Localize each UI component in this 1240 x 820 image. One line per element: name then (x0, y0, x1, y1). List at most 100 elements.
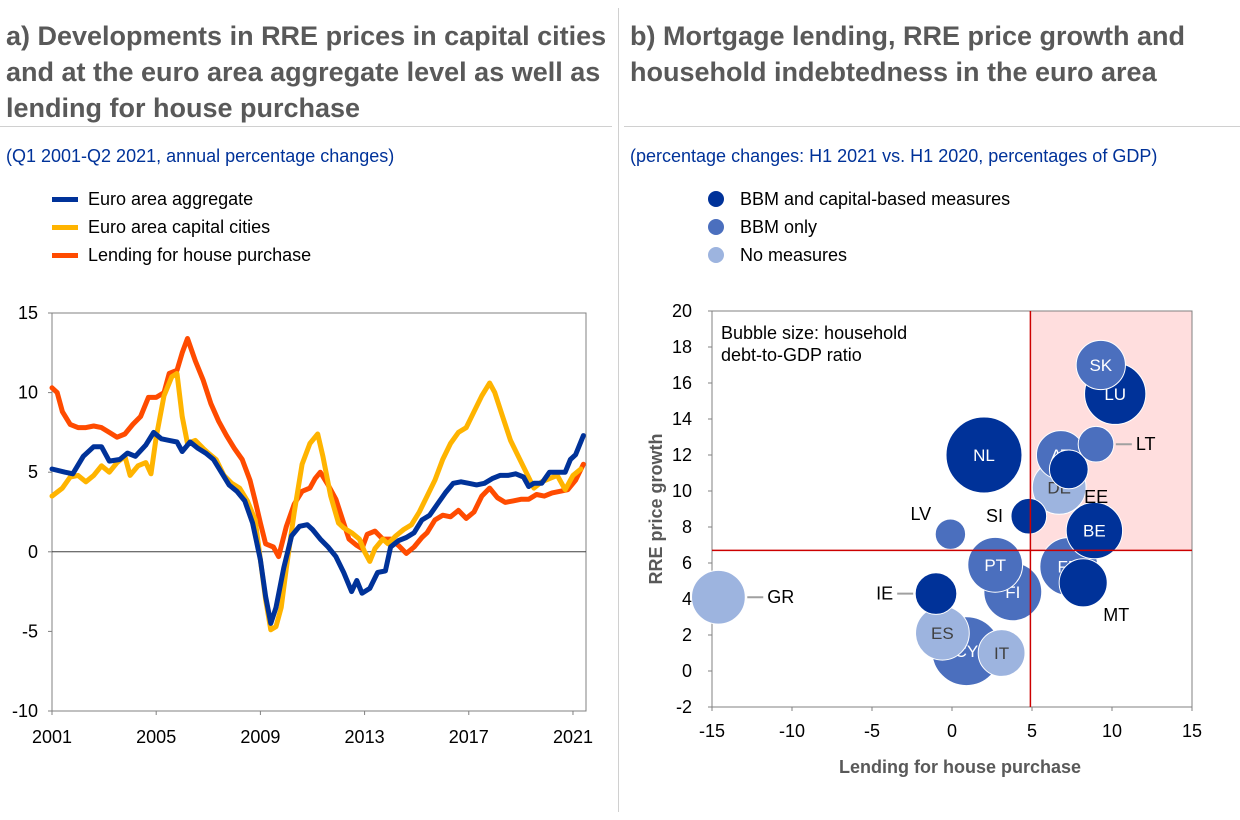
panel-a-legend: Euro area aggregate Euro area capital ci… (52, 188, 472, 278)
panel-a-title: a) Developments in RRE prices in capital… (6, 21, 607, 123)
bubble-lt: LT (1077, 425, 1156, 463)
bubble-label-lt: LT (1136, 434, 1156, 454)
bubble-circle-si (1010, 497, 1048, 535)
panel-b-subtitle: (percentage changes: H1 2021 vs. H1 2020… (630, 146, 1158, 166)
y-tick-label: 15 (18, 303, 38, 323)
x-tick-label: 2017 (449, 727, 489, 747)
x-tick-label: 2001 (32, 727, 72, 747)
x-tick-label: -15 (699, 721, 725, 741)
bubble-circle-ie (914, 572, 958, 615)
legend-label: BBM and capital-based measures (740, 189, 1011, 209)
legend-label: Euro area aggregate (88, 189, 254, 209)
bubble-mt: MT (1058, 558, 1129, 625)
bubble-label-be: BE (1083, 522, 1106, 541)
bubble-lv: LV (911, 504, 967, 550)
y-tick-label: 8 (682, 517, 692, 537)
y-tick-label: 14 (672, 409, 692, 429)
panel-b-legend: BBM and capital-based measures BBM only … (704, 188, 1124, 278)
legend-label: No measures (740, 245, 848, 265)
x-tick-label: 2013 (345, 727, 385, 747)
bubble-circle-it (977, 629, 1026, 677)
legend-dot-bbm-and-capital (708, 191, 724, 207)
bubble-label-lu: LU (1104, 385, 1126, 404)
panel-b-title: b) Mortgage lending, RRE price growth an… (630, 21, 1186, 87)
plot-frame (51, 312, 587, 712)
x-tick-label: 2009 (240, 727, 280, 747)
y-tick-label: -5 (22, 621, 38, 641)
legend-dot-no-measures (708, 247, 724, 263)
legend-swatch-euro-area-aggregate (52, 197, 78, 202)
bubble-label-ie: IE (876, 584, 893, 604)
x-tick-label: 2005 (136, 727, 176, 747)
panel-b-divider (624, 126, 1240, 127)
y-tick-label: 12 (672, 445, 692, 465)
x-tick-label: 2021 (553, 727, 593, 747)
bubble-nl: NL (945, 416, 1023, 494)
series-line-euro-area-capital-cities (49, 371, 584, 633)
bubble-circle-nl (945, 416, 1023, 494)
bubble-ie: IE (876, 572, 958, 615)
bubble-pt: PT (967, 536, 1024, 593)
bubble-label-nl: NL (973, 446, 995, 465)
legend-label: Euro area capital cities (88, 217, 271, 237)
bubble-label-pt: PT (984, 556, 1006, 575)
y-tick-label: 18 (672, 337, 692, 357)
x-tick-label: 15 (1182, 721, 1202, 741)
bubble-circle-mt (1058, 558, 1108, 608)
y-tick-label: -2 (676, 697, 692, 717)
annotation-line-2: debt-to-GDP ratio (721, 345, 862, 365)
y-tick-label: 10 (672, 481, 692, 501)
bubble-si: SI (986, 497, 1048, 535)
bubble-label-ee: EE (1084, 487, 1108, 507)
y-tick-label: 4 (682, 589, 692, 609)
legend-swatch-lending-for-house-purchase (52, 253, 78, 258)
bubble-circle-be (1065, 501, 1124, 560)
series-line-euro-area-aggregate (49, 429, 586, 626)
x-tick-label: 0 (947, 721, 957, 741)
x-tick-label: -10 (779, 721, 805, 741)
x-tick-label: 10 (1102, 721, 1122, 741)
y-tick-label: 20 (672, 301, 692, 321)
legend-label: Lending for house purchase (88, 245, 312, 265)
line-chart: 15 10 5 0 -5 -10 2001 2005 2009 2013 2017 2021 (12, 303, 593, 747)
bubble-label-lv: LV (911, 504, 932, 524)
bubble-circle-lt (1077, 425, 1115, 463)
y-tick-label: 10 (18, 383, 38, 403)
y-tick-label: 2 (682, 625, 692, 645)
y-axis-label: RRE price growth (646, 433, 666, 584)
bubble-label-it: IT (994, 644, 1009, 663)
y-tick-label: 16 (672, 373, 692, 393)
bubble-sk: SK (1075, 339, 1126, 391)
bubble-label-sk: SK (1089, 356, 1112, 375)
bubble-label-es: ES (931, 624, 954, 643)
series-line-lending-for-house-purchase (49, 336, 586, 560)
bubble-circle-lv (934, 518, 967, 550)
bubble-es: ES (915, 605, 970, 661)
annotation-line-1: Bubble size: household (721, 323, 907, 343)
panel-a-divider (0, 126, 612, 127)
bubble-circle-gr (691, 569, 746, 625)
bubble-ee: EE (1048, 449, 1108, 507)
x-axis-label: Lending for house purchase (839, 757, 1081, 777)
bubble-circle-ee (1048, 449, 1089, 490)
legend-label: BBM only (740, 217, 818, 237)
bubble-circle-sk (1075, 339, 1126, 391)
y-tick-label: 6 (682, 553, 692, 573)
bubble-be: BE (1065, 501, 1124, 560)
bubble-label-gr: GR (767, 587, 794, 607)
legend-swatch-euro-area-capital-cities (52, 225, 78, 230)
bubble-gr: GR (691, 569, 794, 625)
bubble-label-mt: MT (1103, 605, 1129, 625)
y-tick-label: 5 (28, 462, 38, 482)
panel-a-subtitle: (Q1 2001-Q2 2021, annual percentage chan… (6, 146, 395, 166)
y-tick-label: 0 (28, 542, 38, 562)
y-tick-label: 0 (682, 661, 692, 681)
panel-separator (618, 8, 619, 812)
bubble-label-si: SI (986, 506, 1003, 526)
x-tick-label: -5 (864, 721, 880, 741)
y-tick-label: -10 (12, 701, 38, 721)
legend-dot-bbm-only (708, 219, 724, 235)
x-tick-label: 5 (1027, 721, 1037, 741)
